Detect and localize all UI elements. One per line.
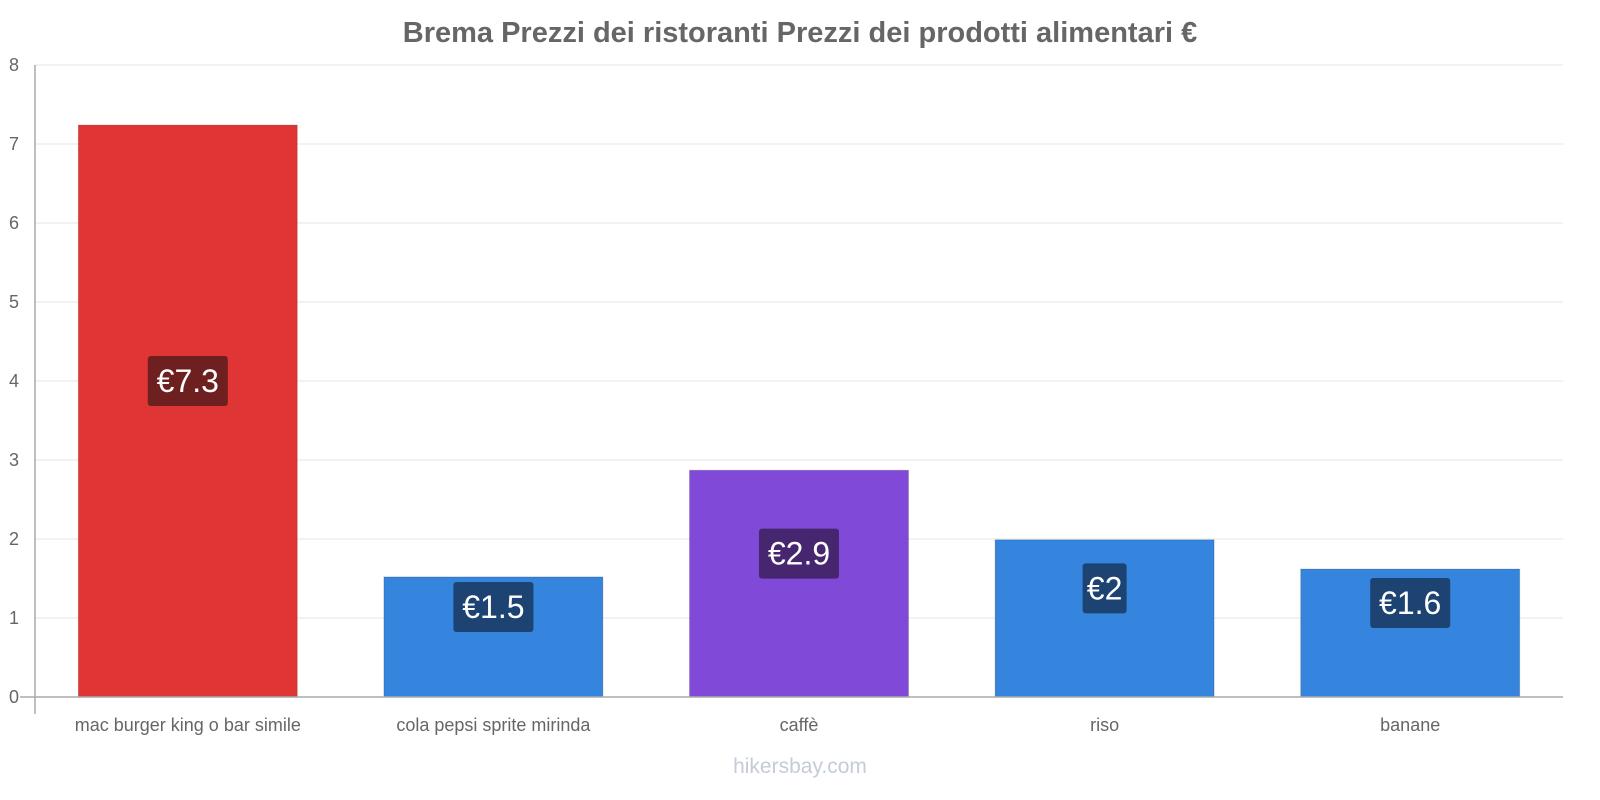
x-tick-label: riso: [1090, 715, 1119, 735]
x-tick-label: banane: [1380, 715, 1440, 735]
y-tick-label: 6: [9, 213, 19, 233]
y-tick-label: 2: [9, 529, 19, 549]
value-label: €7.3: [157, 363, 219, 399]
value-label-box: [147, 356, 228, 407]
value-label: €1.5: [462, 589, 524, 625]
y-tick-label: 3: [9, 450, 19, 470]
bars: €7.3 €1.5 €2.9 €2 €1.6: [77, 124, 1521, 698]
x-tick-label: mac burger king o bar simile: [75, 715, 301, 735]
x-tick-label: cola pepsi sprite mirinda: [396, 715, 591, 735]
value-label: €1.6: [1379, 585, 1441, 621]
value-label-box: [1370, 578, 1451, 629]
bar: [689, 469, 909, 698]
y-tick-label: 4: [9, 371, 19, 391]
bar: [77, 124, 298, 698]
value-label: €2: [1087, 570, 1123, 606]
watermark: hikersbay.com: [733, 755, 867, 778]
bar: [994, 539, 1215, 698]
value-label-box: [1082, 563, 1127, 614]
chart-title: Brema Prezzi dei ristoranti Prezzi dei p…: [403, 17, 1197, 49]
x-axis-labels: mac burger king o bar simile cola pepsi s…: [75, 715, 1440, 735]
value-label-box: [759, 528, 839, 579]
y-axis-ticks: 0 1 2 3 4 5 6 7 8: [9, 55, 19, 707]
x-tick-label: caffè: [780, 715, 819, 735]
y-tick-label: 7: [9, 134, 19, 154]
value-label-box: [453, 581, 534, 632]
value-label: €2.9: [768, 536, 830, 572]
y-tick-label: 5: [9, 292, 19, 312]
y-tick-label: 1: [9, 608, 19, 628]
y-tick-label: 0: [9, 687, 19, 707]
y-tick-label: 8: [9, 55, 19, 75]
